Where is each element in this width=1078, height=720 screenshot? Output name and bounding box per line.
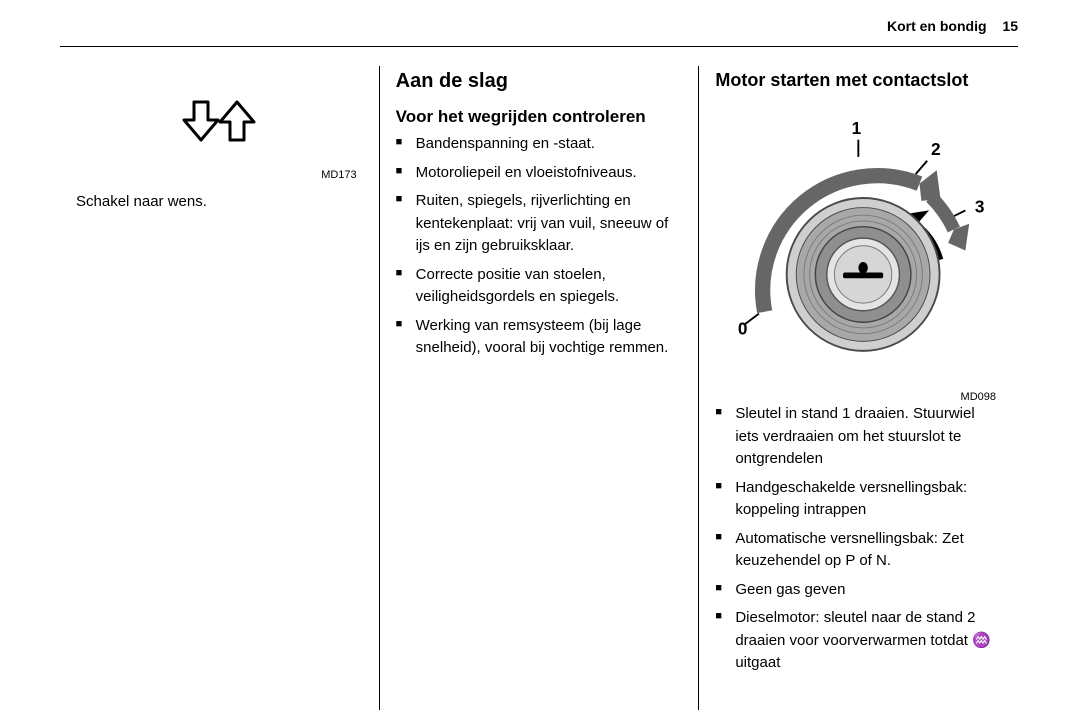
list-item: Geen gas geven: [715, 579, 1002, 602]
shift-arrows-figure: [76, 94, 363, 159]
header-rule: [60, 46, 1018, 47]
column-3: Motor starten met contactslot 0 1 2 3: [699, 56, 1018, 710]
list-item: Correcte positie van stoelen, veiligheid…: [396, 264, 683, 309]
section-heading: Aan de slag: [396, 70, 683, 93]
pos-1-label: 1: [852, 118, 862, 138]
predrive-check-list: Bandenspanning en -staat. Motoroliepeil …: [396, 133, 683, 360]
ignition-heading: Motor starten met contactslot: [715, 70, 1002, 91]
pos-2-label: 2: [931, 139, 941, 159]
subsection-heading: Voor het wegrijden controleren: [396, 107, 683, 127]
pos-3-label: 3: [975, 196, 985, 216]
list-item: Sleutel in stand 1 draaien. Stuurwiel ie…: [715, 403, 1002, 471]
figure-code-1: MD173: [76, 169, 363, 181]
content-columns: MD173 Schakel naar wens. Aan de slag Voo…: [60, 56, 1018, 710]
list-item: Motoroliepeil en vloeistofniveaus.: [396, 162, 683, 185]
list-item: Ruiten, spiegels, rijverlichting en kent…: [396, 190, 683, 258]
list-item: Bandenspanning en -staat.: [396, 133, 683, 156]
list-item: Automatische versnellingsbak: Zet keuzeh…: [715, 528, 1002, 573]
down-up-arrows-icon: [164, 94, 274, 154]
list-item: Handgeschakelde versnellingsbak: koppeli…: [715, 477, 1002, 522]
list-item: Dieselmotor: sleutel naar de stand 2 dra…: [715, 607, 1002, 675]
pos-0-label: 0: [738, 319, 748, 339]
start-steps-list: Sleutel in stand 1 draaien. Stuurwiel ie…: [715, 403, 1002, 675]
chapter-title: Kort en bondig: [887, 18, 987, 34]
ignition-switch-icon: 0 1 2 3: [715, 101, 1002, 381]
page-number: 15: [1002, 18, 1018, 34]
figure-code-2: MD098: [715, 391, 1002, 403]
list-item: Werking van remsysteem (bij lage snelhei…: [396, 315, 683, 360]
shift-instruction-text: Schakel naar wens.: [76, 191, 363, 214]
column-2: Aan de slag Voor het wegrijden controler…: [380, 56, 699, 710]
column-1: MD173 Schakel naar wens.: [60, 56, 379, 710]
page-header: Kort en bondig 15: [887, 18, 1018, 34]
ignition-figure: 0 1 2 3: [715, 101, 1002, 381]
